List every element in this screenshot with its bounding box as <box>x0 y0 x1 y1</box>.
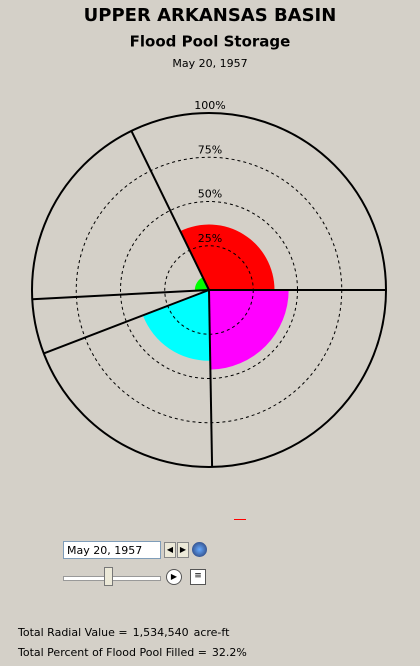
ring-label: 100% <box>194 99 225 112</box>
legend-name: Eufaula <box>255 518 296 520</box>
total-value-label: 32.2% <box>211 646 247 659</box>
ring-label: 75% <box>198 143 222 156</box>
sector-divider <box>32 289 210 301</box>
wedge <box>194 277 209 291</box>
legend-label: Eufaula 563,218 <box>255 518 348 520</box>
total-line: Total Radial Value = 1,534,540 acre-ft <box>18 626 234 639</box>
slider-thumb[interactable] <box>104 567 113 586</box>
chart: UPPER ARKANSAS BASIN Flood Pool Storage … <box>31 5 387 520</box>
list-button[interactable]: ≡ <box>190 569 206 585</box>
wedge <box>142 290 211 361</box>
wedge <box>209 290 289 370</box>
total-value-label: 1,534,540 <box>132 626 189 639</box>
sector-divider <box>208 289 214 467</box>
sector-divider <box>130 130 210 291</box>
chart-title: UPPER ARKANSAS BASIN <box>84 5 337 26</box>
chart-subtitle: Flood Pool Storage <box>130 33 291 51</box>
play-button[interactable]: ▶ <box>166 569 182 585</box>
sector-divider <box>43 289 210 355</box>
total-label: Total Percent of Flood Pool Filled = <box>18 646 207 659</box>
total-label: Total Radial Value = <box>18 626 128 639</box>
date-input[interactable]: May 20, 1957 <box>63 541 161 559</box>
ring-label: 50% <box>198 188 222 201</box>
ring-label: 25% <box>198 232 222 245</box>
total-unit: acre-ft <box>193 626 230 639</box>
chart-date: May 20, 1957 <box>172 57 247 70</box>
total-line: Total Percent of Flood Pool Filled = 32.2… <box>18 646 252 659</box>
next-button[interactable]: ▶ <box>177 542 189 558</box>
globe-button[interactable] <box>192 542 207 557</box>
wedge <box>180 224 275 290</box>
prev-button[interactable]: ◀ <box>164 542 176 558</box>
legend-value: 563,218 <box>302 518 348 520</box>
legend-swatch <box>234 519 246 520</box>
